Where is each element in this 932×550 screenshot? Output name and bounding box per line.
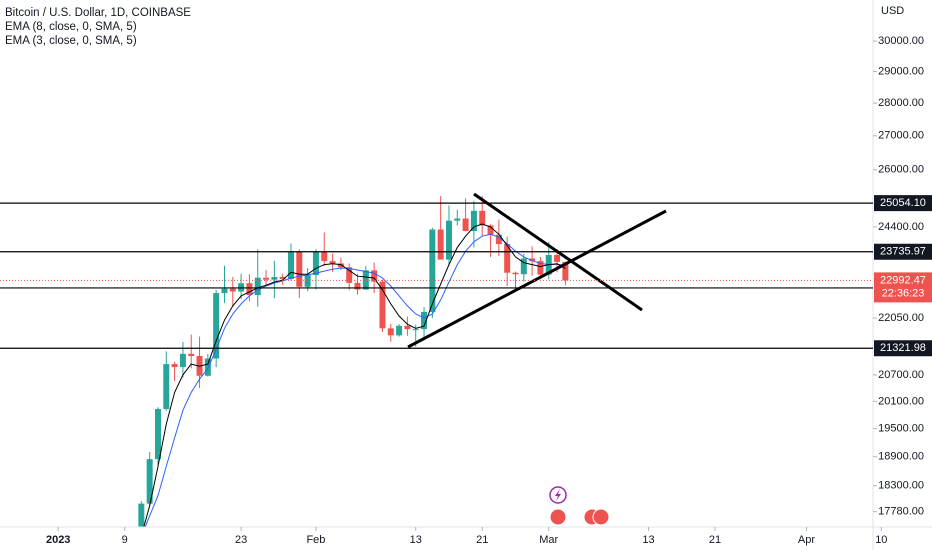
x-tick-label: Mar [539, 534, 558, 546]
x-tick-label: 13 [642, 534, 654, 546]
currency-label: USD [881, 5, 904, 17]
y-tick-label: 17780.00 [878, 506, 924, 518]
candle-body [470, 210, 477, 231]
candle-body [279, 276, 286, 279]
y-tick-label: 22050.00 [878, 312, 924, 324]
y-tick-label: 29000.00 [878, 65, 924, 77]
candle-body [504, 244, 511, 273]
y-tick-label: 20700.00 [878, 369, 924, 381]
candle-body [188, 353, 195, 356]
x-tick-label: 21 [709, 534, 721, 546]
x-tick-label: Feb [306, 534, 325, 546]
candle-body [529, 258, 536, 262]
y-tick-label: 30000.00 [878, 35, 924, 47]
y-tick-label: 19500.00 [878, 423, 924, 435]
candle-body [387, 328, 394, 336]
candle-body [321, 251, 328, 262]
candle-body [329, 261, 336, 264]
x-tick-label: 9 [122, 534, 128, 546]
price-line-label: 23735.97 [880, 246, 926, 258]
candle-body [445, 220, 452, 260]
ema-line [143, 223, 566, 527]
y-tick-label: 18900.00 [878, 451, 924, 463]
candle-body [146, 459, 153, 504]
x-tick-label: Apr [798, 534, 815, 546]
candle-body [154, 408, 161, 460]
x-tick-label: 13 [410, 534, 422, 546]
y-tick-label: 28000.00 [878, 97, 924, 109]
candle-body [396, 325, 403, 336]
candle-body [362, 270, 369, 290]
candle-body [213, 293, 220, 359]
countdown-label: 22:36:23 [882, 287, 925, 299]
candle-body [354, 282, 361, 290]
candle-body [204, 358, 211, 376]
event-icon [549, 508, 567, 526]
candle-body [412, 329, 419, 331]
candle-body [512, 272, 519, 275]
last-price-label: 22992.47 [880, 274, 926, 286]
candle-body [437, 229, 444, 260]
price-line-label-bg [874, 195, 932, 212]
candle-body [537, 261, 544, 275]
y-tick-label: 24400.00 [878, 221, 924, 233]
legend-entry: EMA (8, close, 0, SMA, 5) [5, 21, 137, 33]
candle-body [346, 267, 353, 283]
y-tick-label: 26000.00 [878, 164, 924, 176]
candle-body [462, 218, 469, 231]
candle-body [337, 263, 344, 268]
candle-body [271, 276, 278, 280]
price-line-label-bg [874, 243, 932, 260]
candle-body [371, 270, 378, 282]
ema-line [144, 233, 566, 527]
candle-body [288, 251, 294, 279]
y-tick-label: 20100.00 [878, 395, 924, 407]
candle-body [421, 311, 428, 330]
event-icon [555, 489, 561, 501]
candle-body [246, 283, 253, 296]
event-icon [592, 508, 610, 526]
candle-body [479, 210, 486, 226]
legend-title: Bitcoin / U.S. Dollar, 1D, COINBASE [5, 7, 191, 19]
candle-body [379, 281, 386, 329]
legend-entry: EMA (3, close, 0, SMA, 5) [5, 35, 137, 47]
y-tick-label: 27000.00 [878, 130, 924, 142]
candle-body [138, 503, 145, 527]
events [549, 486, 610, 526]
candle-body [454, 218, 461, 221]
candle-body [263, 277, 270, 280]
x-tick-label: 10 [875, 534, 887, 546]
x-tick-label: 21 [476, 534, 488, 546]
candle-body [296, 251, 303, 287]
candle-body [554, 255, 561, 262]
last-price-label-bg [874, 272, 932, 303]
candle-body [163, 364, 170, 409]
candle-body [404, 325, 411, 330]
candle-body [520, 258, 527, 275]
candle-body [171, 364, 178, 368]
candle-body [304, 275, 311, 287]
x-tick-label: 23 [235, 534, 247, 546]
plot-area [138, 196, 569, 527]
candle-body [495, 234, 502, 245]
price-line-label: 25054.10 [880, 197, 926, 209]
x-tick-label: 2023 [46, 534, 70, 546]
candle-body [254, 277, 261, 296]
price-line-label: 21321.98 [880, 342, 926, 354]
candle-body [312, 251, 319, 276]
trend-line [407, 209, 667, 349]
candle-body [429, 229, 436, 312]
candle-body [229, 288, 236, 292]
price-line-label-bg [874, 340, 932, 357]
legend: Bitcoin / U.S. Dollar, 1D, COINBASE EMA … [5, 7, 191, 47]
y-tick-label: 18300.00 [878, 480, 924, 492]
candle-body [221, 288, 228, 294]
candle-body [562, 261, 569, 281]
candle-body [487, 225, 494, 235]
candle-body [179, 353, 186, 368]
